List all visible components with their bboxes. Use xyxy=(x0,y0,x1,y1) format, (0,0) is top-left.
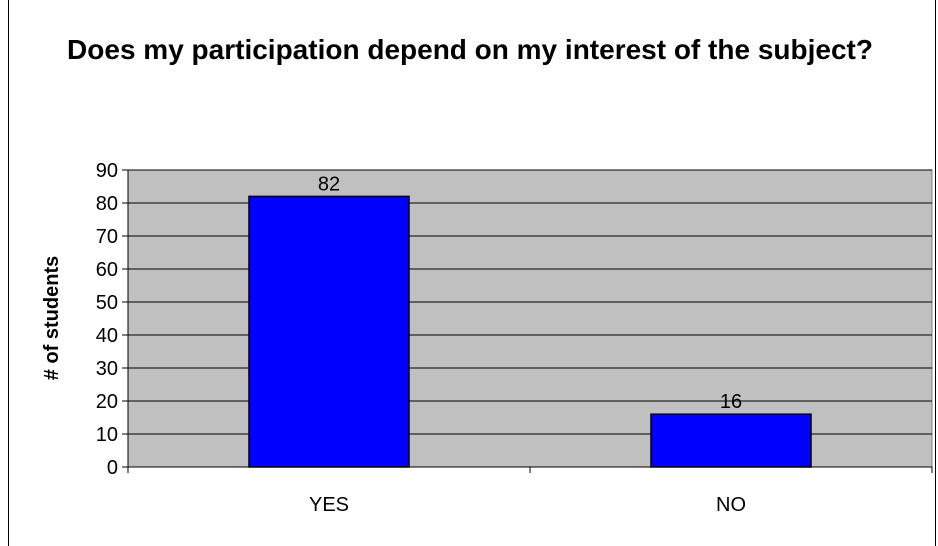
y-tick-label: 0 xyxy=(107,457,118,479)
y-tick-label: 70 xyxy=(96,226,118,248)
chart-title: Does my participation depend on my inter… xyxy=(67,34,873,65)
x-category-label: YES xyxy=(309,494,349,516)
y-tick-label: 20 xyxy=(96,391,118,413)
y-tick-label: 10 xyxy=(96,424,118,446)
bars xyxy=(248,195,812,468)
y-tick-label: 40 xyxy=(96,325,118,347)
bar-yes xyxy=(248,195,410,468)
y-tick-label: 90 xyxy=(96,160,118,182)
data-label: 16 xyxy=(720,391,742,413)
x-category-label: NO xyxy=(716,494,746,516)
labels: 0 10 20 30 40 50 60 70 80 90 82 YES 16 NO xyxy=(96,160,746,516)
y-tick-label: 30 xyxy=(96,358,118,380)
y-axis-title: # of students xyxy=(41,256,63,380)
y-tick-label: 80 xyxy=(96,193,118,215)
y-tick-label: 60 xyxy=(96,259,118,281)
axes xyxy=(122,169,933,473)
bar-no xyxy=(650,413,812,468)
data-label: 82 xyxy=(318,173,340,195)
y-tick-label: 50 xyxy=(96,292,118,314)
